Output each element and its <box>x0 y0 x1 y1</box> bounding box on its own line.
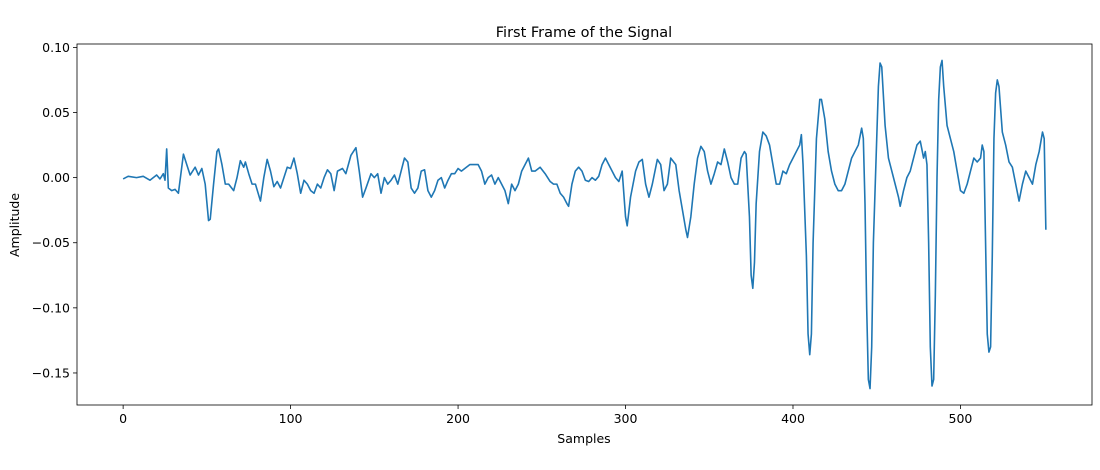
x-tick-label: 500 <box>949 411 973 426</box>
x-tick-label: 300 <box>614 411 638 426</box>
y-axis-label: Amplitude <box>7 193 22 257</box>
y-tick-label: 0.05 <box>42 105 70 120</box>
y-tick-label: −0.10 <box>32 300 70 315</box>
x-tick-label: 400 <box>781 411 805 426</box>
x-axis-label: Samples <box>557 431 610 446</box>
y-tick-label: −0.05 <box>32 235 70 250</box>
x-tick-label: 200 <box>446 411 470 426</box>
y-tick-label: −0.15 <box>32 365 70 380</box>
plot-frame <box>76 43 1093 406</box>
y-tick-label: 0.00 <box>42 170 70 185</box>
x-tick-label: 100 <box>279 411 303 426</box>
signal-line <box>122 59 1047 390</box>
x-tick-label: 0 <box>119 411 127 426</box>
y-tick-label: 0.10 <box>42 40 70 55</box>
chart-title: First Frame of the Signal <box>496 25 672 41</box>
